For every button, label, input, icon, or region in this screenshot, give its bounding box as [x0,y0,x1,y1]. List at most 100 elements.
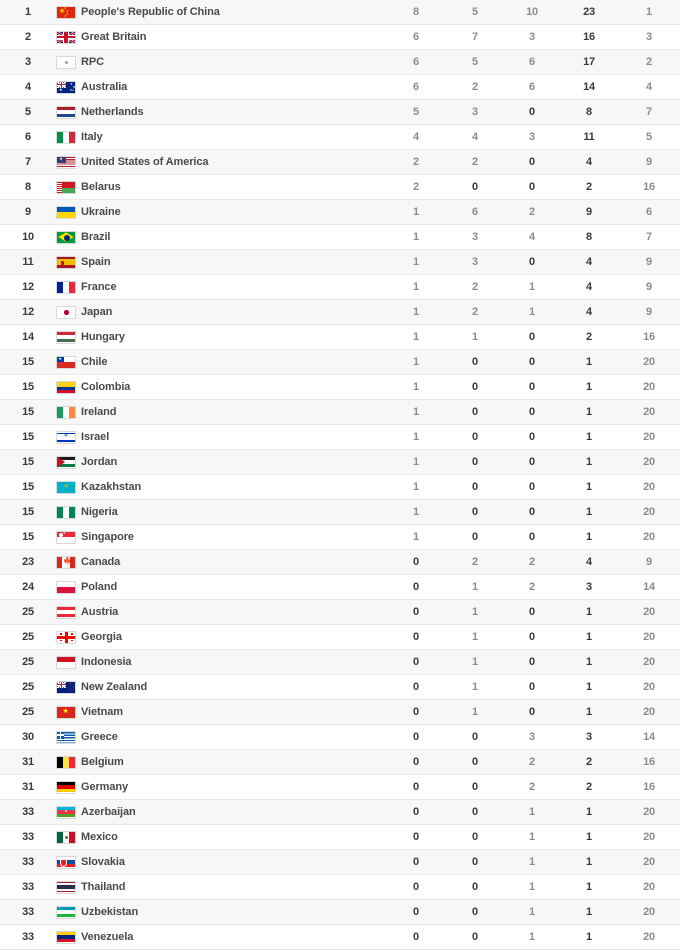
cell-country[interactable]: Greece [56,724,386,750]
cell-country[interactable]: Slovakia [56,849,386,875]
cell-country[interactable]: Nigeria [56,499,386,525]
cell-country[interactable]: Venezuela [56,924,386,950]
table-row[interactable]: 24 Poland 0 1 2 3 14 [0,574,680,600]
table-row[interactable]: 12 Japan 1 2 1 4 9 [0,299,680,325]
cell-bronze: 1 [504,899,560,925]
cell-country[interactable]: ★ Chile [56,349,386,375]
flag-icon-rpc [56,55,76,69]
table-row[interactable]: 33 Thailand 0 0 1 1 20 [0,874,680,900]
cell-country[interactable]: ★ United States of America [56,149,386,175]
cell-country[interactable]: Japan [56,299,386,325]
cell-country[interactable]: Colombia [56,374,386,400]
cell-country[interactable]: RPC [56,49,386,75]
cell-total: 23 [560,0,618,25]
cell-rank: 15 [0,524,56,550]
table-row[interactable]: 6 Italy 4 4 3 11 5 [0,124,680,150]
cell-country[interactable]: Ireland [56,399,386,425]
table-row[interactable]: 15 ★ Singapore 1 0 0 1 20 [0,524,680,550]
table-row[interactable]: 33 ☾ Uzbekistan 0 0 1 1 20 [0,899,680,925]
country-name: Georgia [81,631,122,643]
table-row[interactable]: 14 Hungary 1 1 0 2 16 [0,324,680,350]
cell-country[interactable]: 🍁 Canada [56,549,386,575]
cell-country[interactable]: Great Britain [56,24,386,50]
table-row[interactable]: 11 Spain 1 3 0 4 9 [0,249,680,275]
table-row[interactable]: 4 ★ ★ ★ ★ ★ Australia 6 2 6 14 4 [0,74,680,100]
table-row[interactable]: 15 Jordan 1 0 0 1 20 [0,449,680,475]
table-row[interactable]: 15 ☀ Kazakhstan 1 0 0 1 20 [0,474,680,500]
table-row[interactable]: 31 Germany 0 0 2 2 16 [0,774,680,800]
table-row[interactable]: 15 Nigeria 1 0 0 1 20 [0,499,680,525]
cell-country[interactable]: Spain [56,249,386,275]
cell-gold: 1 [386,449,446,475]
cell-country[interactable]: Jordan [56,449,386,475]
cell-country[interactable]: Belgium [56,749,386,775]
cell-rank-by-total: 20 [618,799,680,825]
table-row[interactable]: 33 Slovakia 0 0 1 1 20 [0,849,680,875]
cell-bronze: 1 [504,799,560,825]
cell-country[interactable]: Germany [56,774,386,800]
cell-country[interactable]: Thailand [56,874,386,900]
cell-country[interactable]: Brazil [56,224,386,250]
cell-country[interactable]: Austria [56,599,386,625]
cell-country[interactable]: Netherlands [56,99,386,125]
table-row[interactable]: 33 Mexico 0 0 1 1 20 [0,824,680,850]
cell-country[interactable]: Indonesia [56,649,386,675]
cell-country[interactable]: ✡ Israel [56,424,386,450]
cell-gold: 1 [386,524,446,550]
table-row[interactable]: 15 ★ Chile 1 0 0 1 20 [0,349,680,375]
table-row[interactable]: 33 Venezuela 0 0 1 1 20 [0,924,680,950]
cell-silver: 6 [446,199,504,225]
cell-country[interactable]: Poland [56,574,386,600]
cell-gold: 0 [386,674,446,700]
table-row[interactable]: 31 Belgium 0 0 2 2 16 [0,749,680,775]
cell-country[interactable]: ★ Azerbaijan [56,799,386,825]
table-row[interactable]: 5 Netherlands 5 3 0 8 7 [0,99,680,125]
table-row[interactable]: 1 ★ ★ ★ ★ ★ People's Republic of China 8 5 1… [0,0,680,25]
cell-rank: 2 [0,24,56,50]
table-row[interactable]: 23 🍁 Canada 0 2 2 4 9 [0,549,680,575]
table-row[interactable]: 3 RPC 6 5 6 17 2 [0,49,680,75]
table-row[interactable]: 25 ★ ★ ★ New Zealand 0 1 0 1 20 [0,674,680,700]
cell-country[interactable]: Belarus [56,174,386,200]
table-row[interactable]: 25 Georgia 0 1 0 1 20 [0,624,680,650]
cell-silver: 2 [446,299,504,325]
country-name: Uzbekistan [81,906,139,918]
table-row[interactable]: 25 ★ Vietnam 0 1 0 1 20 [0,699,680,725]
table-row[interactable]: 30 Greece 0 0 3 3 14 [0,724,680,750]
cell-country[interactable]: Italy [56,124,386,150]
table-row[interactable]: 9 Ukraine 1 6 2 9 6 [0,199,680,225]
country-cell: ☀ Kazakhstan [56,475,386,499]
cell-country[interactable]: ☀ Kazakhstan [56,474,386,500]
flag-icon-ie [56,405,76,419]
cell-rank: 30 [0,724,56,750]
cell-country[interactable]: Hungary [56,324,386,350]
cell-country[interactable]: ★ Vietnam [56,699,386,725]
cell-country[interactable]: ★ ★ ★ New Zealand [56,674,386,700]
country-cell: Ireland [56,400,386,424]
cell-country[interactable]: ★ Singapore [56,524,386,550]
country-cell: Great Britain [56,25,386,49]
cell-country[interactable]: ☾ Uzbekistan [56,899,386,925]
cell-silver: 1 [446,574,504,600]
cell-country[interactable]: Georgia [56,624,386,650]
table-row[interactable]: 2 Great Britain 6 7 3 16 3 [0,24,680,50]
table-row[interactable]: 7 ★ United States of America 2 2 0 4 9 [0,149,680,175]
table-row[interactable]: 15 ✡ Israel 1 0 0 1 20 [0,424,680,450]
cell-total: 2 [560,749,618,775]
table-row[interactable]: 15 Ireland 1 0 0 1 20 [0,399,680,425]
cell-rank-by-total: 4 [618,74,680,100]
cell-country[interactable]: ★ ★ ★ ★ ★ People's Republic of China [56,0,386,25]
cell-country[interactable]: France [56,274,386,300]
table-row[interactable]: 33 ★ Azerbaijan 0 0 1 1 20 [0,799,680,825]
table-row[interactable]: 8 Belarus 2 0 0 2 16 [0,174,680,200]
cell-country[interactable]: Ukraine [56,199,386,225]
table-row[interactable]: 25 Indonesia 0 1 0 1 20 [0,649,680,675]
cell-country[interactable]: ★ ★ ★ ★ ★ Australia [56,74,386,100]
table-row[interactable]: 25 Austria 0 1 0 1 20 [0,599,680,625]
table-row[interactable]: 15 Colombia 1 0 0 1 20 [0,374,680,400]
table-row[interactable]: 10 Brazil 1 3 4 8 7 [0,224,680,250]
cell-total: 4 [560,549,618,575]
table-row[interactable]: 12 France 1 2 1 4 9 [0,274,680,300]
cell-silver: 2 [446,74,504,100]
cell-country[interactable]: Mexico [56,824,386,850]
